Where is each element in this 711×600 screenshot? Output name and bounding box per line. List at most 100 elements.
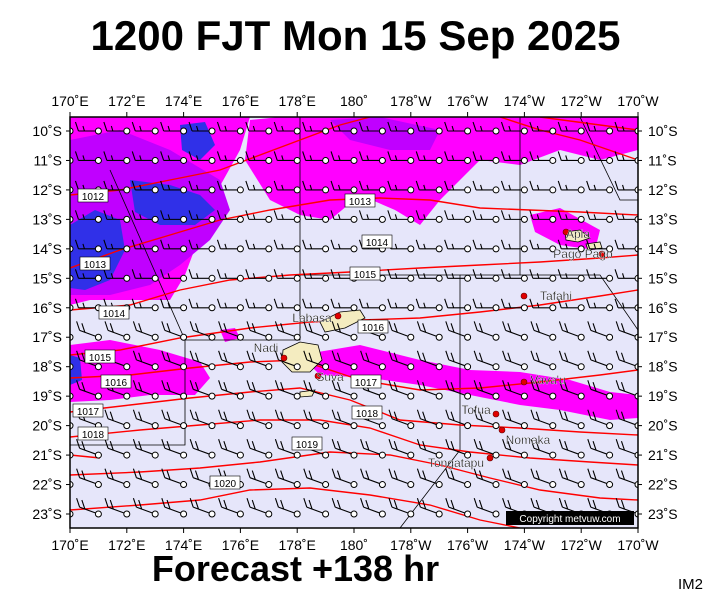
wind-barb <box>245 239 273 253</box>
wind-barb <box>416 350 443 371</box>
wind-barb <box>587 380 614 400</box>
svg-text:1017: 1017 <box>77 407 100 418</box>
precip-band-top-mid <box>300 150 360 185</box>
wind-barb <box>587 409 614 430</box>
wind-barbs <box>70 121 638 518</box>
wind-barb <box>529 121 557 135</box>
wind-barb <box>216 121 244 135</box>
wind-barb <box>416 409 443 430</box>
wind-barb <box>557 239 585 253</box>
wind-barb <box>360 497 386 518</box>
isobar-label: 1017 <box>350 374 382 389</box>
wind-barb <box>416 497 443 518</box>
wind-barb <box>558 380 585 400</box>
wind-barb <box>132 439 159 459</box>
wind-barb <box>103 121 131 135</box>
wind-barb <box>132 497 159 518</box>
svg-text:Suva: Suva <box>316 370 344 384</box>
lon-label-bottom: 174˚E <box>165 537 202 553</box>
wind-barb <box>273 239 301 253</box>
wind-barb <box>472 180 500 194</box>
wind-barb <box>131 151 159 164</box>
wind-barb <box>445 468 472 489</box>
wind-barb <box>188 210 216 223</box>
isobar-label: 1012 <box>77 188 109 203</box>
fiji-vanua-levu <box>319 309 366 333</box>
svg-text:1018: 1018 <box>356 409 379 420</box>
wind-barb <box>530 350 557 371</box>
wind-barb <box>302 298 330 312</box>
place-marker: Suva <box>314 370 344 384</box>
isobar-label: 1014 <box>98 305 130 320</box>
wind-barb <box>188 180 216 194</box>
wind-barb <box>358 121 386 135</box>
wind-barb <box>161 439 188 459</box>
wind-barb <box>586 121 614 135</box>
wind-barb <box>74 121 102 135</box>
place-marker: Tafahi <box>520 289 572 303</box>
wind-barb <box>358 298 386 312</box>
lat-label-left: 19˚S <box>32 388 62 404</box>
wind-barb <box>104 468 131 489</box>
wind-barb <box>587 468 614 489</box>
lat-label-left: 17˚S <box>32 329 62 345</box>
svg-text:Nadi: Nadi <box>254 341 279 355</box>
svg-text:1019: 1019 <box>296 440 319 451</box>
wind-barb <box>416 380 443 400</box>
wind-barb <box>330 121 358 135</box>
copyright-box <box>506 511 634 525</box>
lat-label-right: 18˚S <box>648 359 678 375</box>
wind-barb <box>246 380 273 400</box>
corner-label: IM2 <box>677 576 703 593</box>
svg-text:1016: 1016 <box>105 378 128 389</box>
wind-barb <box>218 350 244 371</box>
wind-barb <box>303 409 330 430</box>
place-marker: Labasa <box>292 311 342 325</box>
lon-label-top: 174˚W <box>504 93 546 109</box>
wind-barb <box>216 239 244 253</box>
wind-barb <box>218 439 244 459</box>
latitude-labels-left: 10˚S 11˚S 12˚S 13˚S 14˚S 15˚S 16˚S 17˚S 18˚S 19˚S… <box>32 123 70 522</box>
wind-barb <box>586 151 614 164</box>
wind-barb <box>502 468 528 489</box>
wind-barb <box>500 298 528 312</box>
wind-barb <box>473 380 500 400</box>
wind-barb <box>388 350 415 371</box>
wind-barb <box>131 210 159 223</box>
longitude-labels-bottom: 170˚E 172˚E 174˚E 176˚E 178˚E 180˚ 178˚W 176˚W 1… <box>51 528 659 553</box>
lat-label-right: 15˚S <box>648 270 678 286</box>
svg-text:1016: 1016 <box>362 323 385 334</box>
isobar-labels: 1012 1013 1013 1014 1014 1015 1015 1016 1016 1017… <box>72 188 393 490</box>
wind-barb <box>444 210 472 223</box>
wind-barb <box>530 321 557 341</box>
isobar-label: 1019 <box>291 436 323 451</box>
wind-barb <box>131 269 159 282</box>
wind-barb <box>160 121 188 135</box>
wind-barb <box>388 409 415 430</box>
wind-barb <box>330 298 358 312</box>
wind-barb <box>445 439 472 459</box>
wind-barb <box>216 180 244 194</box>
wind-barb <box>472 151 500 164</box>
svg-text:Nomaka: Nomaka <box>506 433 551 447</box>
lon-label-top: 178˚W <box>390 93 432 109</box>
wind-barb <box>74 239 102 253</box>
wind-barb <box>76 497 102 518</box>
samoa-upolu <box>564 229 591 243</box>
wind-barb <box>500 151 528 164</box>
wind-barb <box>358 180 386 194</box>
wind-barb <box>245 180 273 194</box>
wind-barb <box>104 321 131 341</box>
wind-barb <box>189 409 216 430</box>
lat-label-left: 21˚S <box>32 447 62 463</box>
wind-barb <box>416 439 443 459</box>
forecast-label: Forecast +138 hr <box>151 548 440 589</box>
wind-barb <box>557 269 585 282</box>
wind-barb <box>445 497 472 518</box>
wind-barb <box>587 321 614 341</box>
wind-barb <box>76 439 102 459</box>
wind-barb <box>415 121 443 135</box>
wind-barb <box>529 180 557 194</box>
wind-barb <box>274 409 301 430</box>
lat-label-right: 21˚S <box>648 447 678 463</box>
